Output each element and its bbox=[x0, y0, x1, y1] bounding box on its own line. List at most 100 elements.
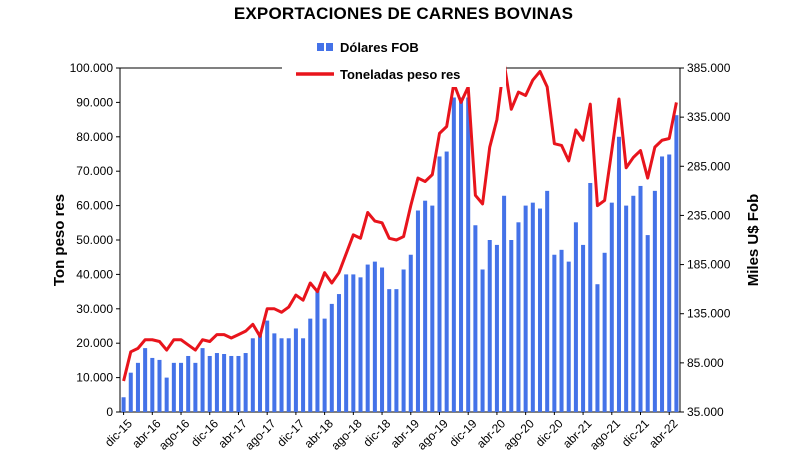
bar-series bbox=[121, 97, 679, 413]
bar bbox=[530, 202, 535, 412]
bar bbox=[537, 208, 543, 412]
bar bbox=[193, 362, 198, 412]
x-tick-label: dic-19 bbox=[447, 416, 480, 449]
legend-swatch-dolares bbox=[317, 43, 324, 51]
x-tick-label: ago-17 bbox=[242, 416, 279, 453]
bar bbox=[322, 318, 327, 412]
bar bbox=[609, 202, 614, 412]
bar bbox=[135, 362, 140, 412]
bar bbox=[616, 136, 621, 413]
bar bbox=[401, 269, 406, 412]
bar bbox=[652, 190, 657, 412]
bar bbox=[207, 355, 212, 412]
bar bbox=[272, 333, 277, 412]
bar bbox=[358, 277, 363, 412]
x-tick-label: ago-18 bbox=[328, 416, 365, 453]
right-axis-title: Miles U$ Fob bbox=[745, 194, 762, 287]
bar bbox=[301, 338, 306, 412]
bar bbox=[480, 269, 485, 412]
x-tick-label: ago-19 bbox=[415, 416, 452, 453]
bar bbox=[250, 338, 255, 412]
bar bbox=[121, 397, 126, 412]
left-tick-label: 100.000 bbox=[70, 61, 114, 75]
bar bbox=[157, 359, 162, 412]
left-tick-label: 20.000 bbox=[76, 336, 113, 350]
legend-label-toneladas: Toneladas peso res bbox=[340, 67, 460, 82]
left-tick-label: 50.000 bbox=[76, 233, 113, 247]
bar bbox=[667, 154, 672, 413]
x-tick-label: ago-20 bbox=[501, 416, 538, 453]
bar bbox=[545, 190, 550, 412]
right-tick-label: 285.000 bbox=[687, 159, 731, 173]
x-tick-label: dic-15 bbox=[102, 416, 135, 449]
bar bbox=[559, 249, 564, 412]
right-tick-label: 35.000 bbox=[687, 405, 724, 419]
bar bbox=[516, 222, 521, 412]
right-tick-label: 135.000 bbox=[687, 307, 731, 321]
bar bbox=[660, 156, 665, 412]
bar bbox=[372, 261, 377, 412]
left-tick-label: 90.000 bbox=[76, 95, 113, 109]
bar bbox=[459, 97, 464, 413]
bar bbox=[394, 289, 399, 412]
bar bbox=[143, 348, 148, 412]
right-tick-label: 385.000 bbox=[687, 61, 731, 75]
bar bbox=[573, 222, 578, 412]
bar bbox=[502, 195, 507, 412]
x-tick-label: dic-16 bbox=[188, 416, 221, 449]
bar bbox=[336, 294, 341, 412]
bar bbox=[365, 264, 370, 412]
bar bbox=[150, 357, 155, 412]
x-tick-label: dic-18 bbox=[360, 416, 393, 449]
bar bbox=[624, 205, 629, 412]
line-series bbox=[122, 61, 678, 382]
bar bbox=[674, 115, 679, 413]
bar bbox=[308, 318, 313, 412]
bar bbox=[602, 252, 607, 412]
bar bbox=[200, 348, 205, 412]
x-axis-ticks: dic-15abr-16ago-16dic-16abr-17ago-17dic-… bbox=[102, 412, 681, 453]
bar bbox=[279, 338, 284, 412]
bar bbox=[423, 200, 428, 412]
bar bbox=[243, 353, 248, 412]
bar bbox=[344, 274, 349, 412]
bar bbox=[293, 328, 298, 412]
right-tick-label: 335.000 bbox=[687, 110, 731, 124]
bar bbox=[171, 362, 176, 412]
bar bbox=[214, 353, 219, 412]
bar bbox=[444, 151, 449, 413]
bar bbox=[229, 355, 234, 412]
left-axis-title: Ton peso res bbox=[51, 194, 68, 286]
bar bbox=[179, 362, 184, 412]
bar bbox=[523, 205, 528, 412]
bar bbox=[286, 338, 291, 412]
left-tick-label: 60.000 bbox=[76, 199, 113, 213]
left-tick-label: 0 bbox=[106, 405, 113, 419]
bar bbox=[430, 205, 435, 412]
bar bbox=[236, 355, 241, 412]
x-tick-label: ago-16 bbox=[156, 416, 193, 453]
bar bbox=[581, 244, 586, 412]
bar bbox=[631, 195, 636, 412]
legend-label-dolares: Dólares FOB bbox=[340, 40, 419, 55]
bar bbox=[128, 372, 133, 412]
bar bbox=[494, 244, 499, 412]
right-tick-label: 185.000 bbox=[687, 258, 731, 272]
left-tick-label: 40.000 bbox=[76, 267, 113, 281]
bar bbox=[387, 289, 392, 412]
bar bbox=[638, 185, 643, 412]
bar bbox=[415, 210, 420, 412]
bar bbox=[552, 254, 557, 412]
x-tick-label: dic-17 bbox=[274, 416, 307, 449]
left-tick-label: 10.000 bbox=[76, 371, 113, 385]
bar bbox=[566, 261, 571, 412]
bar bbox=[351, 274, 356, 412]
bar bbox=[595, 284, 600, 412]
bar bbox=[222, 354, 227, 412]
left-axis-ticks: 0 10.000 20.000 30.000 40.000 50.000 60.000 70.… bbox=[70, 61, 120, 419]
bar bbox=[487, 240, 492, 412]
bar bbox=[164, 377, 169, 412]
x-tick-label: dic-20 bbox=[533, 416, 566, 449]
x-tick-label: dic-21 bbox=[619, 416, 652, 449]
